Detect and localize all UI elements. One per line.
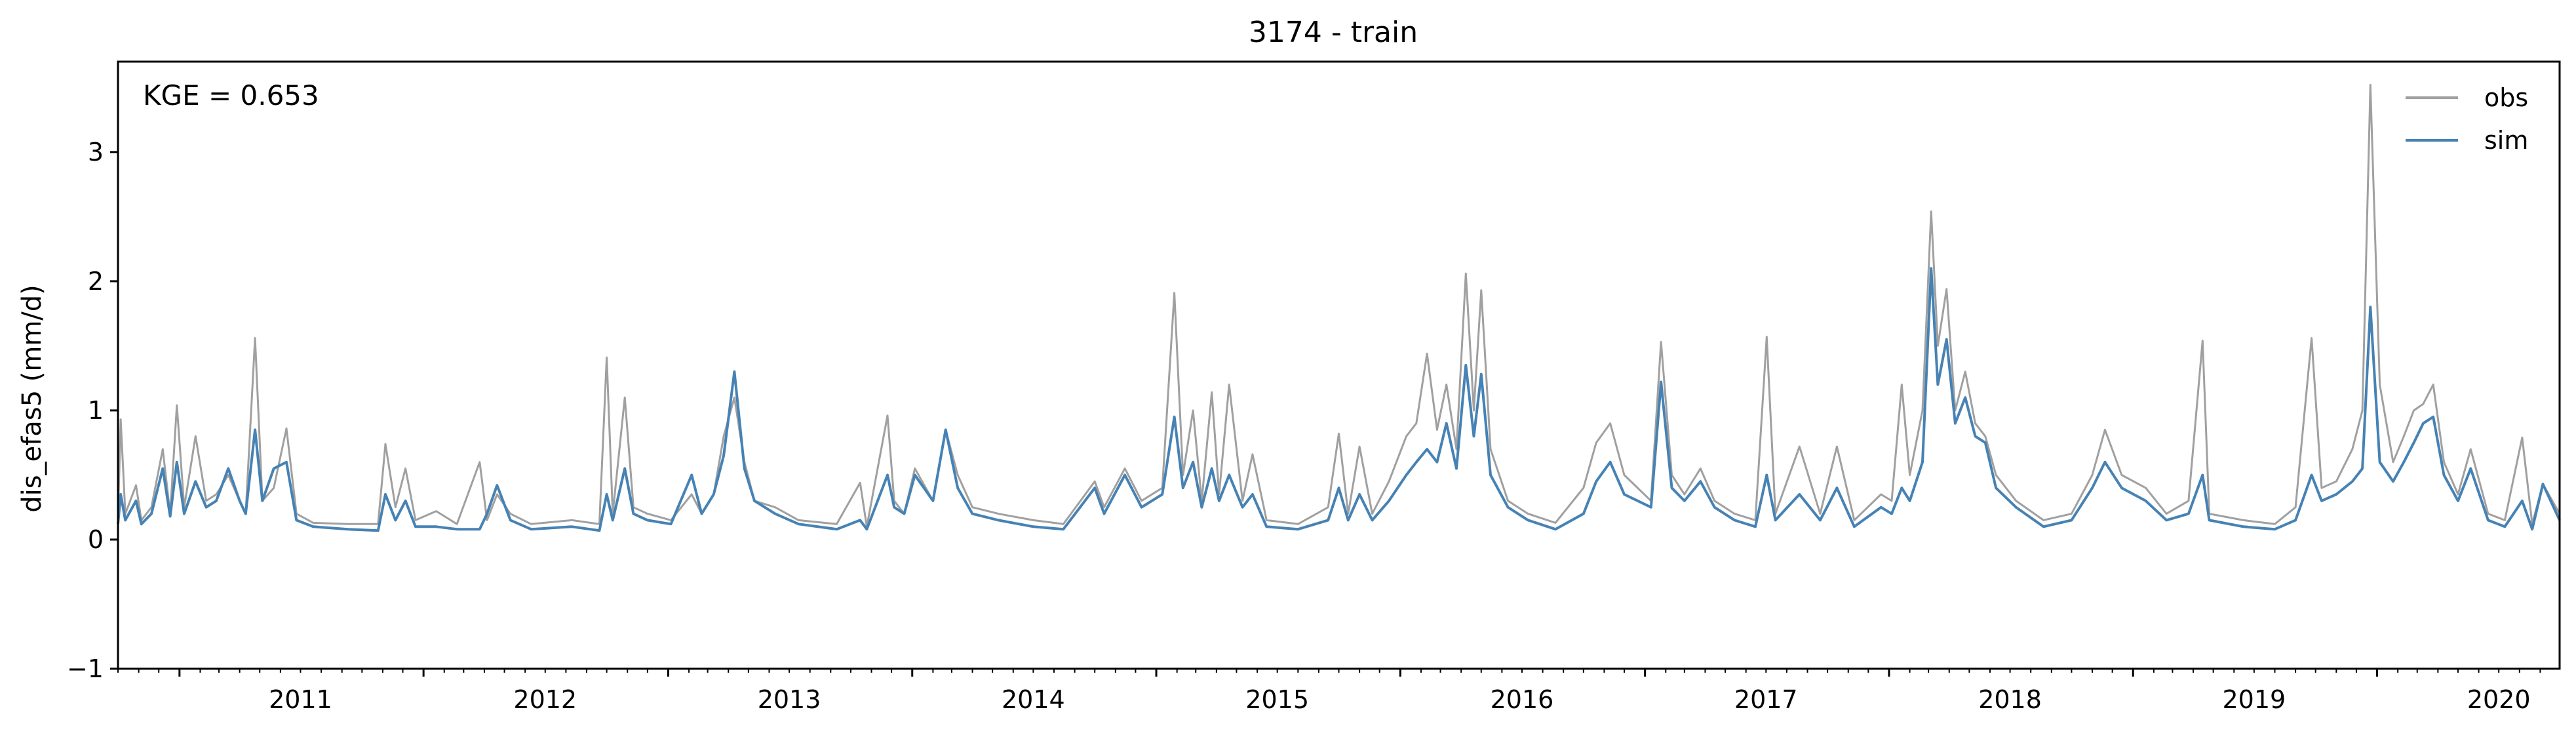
y-tick-label: 3 (88, 138, 104, 167)
y-tick-label: 0 (88, 525, 104, 554)
x-tick-label: 2013 (758, 685, 821, 714)
x-ticks: 2011 2012 2013 2014 2015 2016 2017 2018 2019 2020 (117, 669, 2541, 714)
chart-title: 3174 - train (1249, 16, 1418, 49)
legend: obs sim (2406, 83, 2528, 155)
kge-annotation: KGE = 0.653 (143, 79, 319, 111)
y-tick-label: 2 (88, 267, 104, 296)
x-tick-label: 2012 (513, 685, 577, 714)
series-line-obs (117, 84, 2561, 528)
x-tick-label: 2020 (2467, 685, 2531, 714)
series-layer (117, 84, 2561, 532)
x-tick-label: 2015 (1245, 685, 1309, 714)
series-line-sim (117, 267, 2561, 532)
y-ticks: −1 0 1 2 3 (67, 138, 118, 683)
x-tick-label: 2011 (269, 685, 332, 714)
x-tick-label: 2018 (1978, 685, 2042, 714)
legend-label-obs: obs (2484, 83, 2528, 112)
x-tick-label: 2019 (2223, 685, 2286, 714)
x-tick-label: 2014 (1002, 685, 1065, 714)
x-tick-label: 2016 (1491, 685, 1554, 714)
x-tick-label: 2017 (1734, 685, 1798, 714)
y-tick-label: 1 (88, 396, 104, 425)
legend-label-sim: sim (2484, 126, 2528, 155)
y-axis-label: dis_efas5 (mm/d) (17, 285, 47, 513)
y-tick-label: −1 (67, 654, 104, 683)
